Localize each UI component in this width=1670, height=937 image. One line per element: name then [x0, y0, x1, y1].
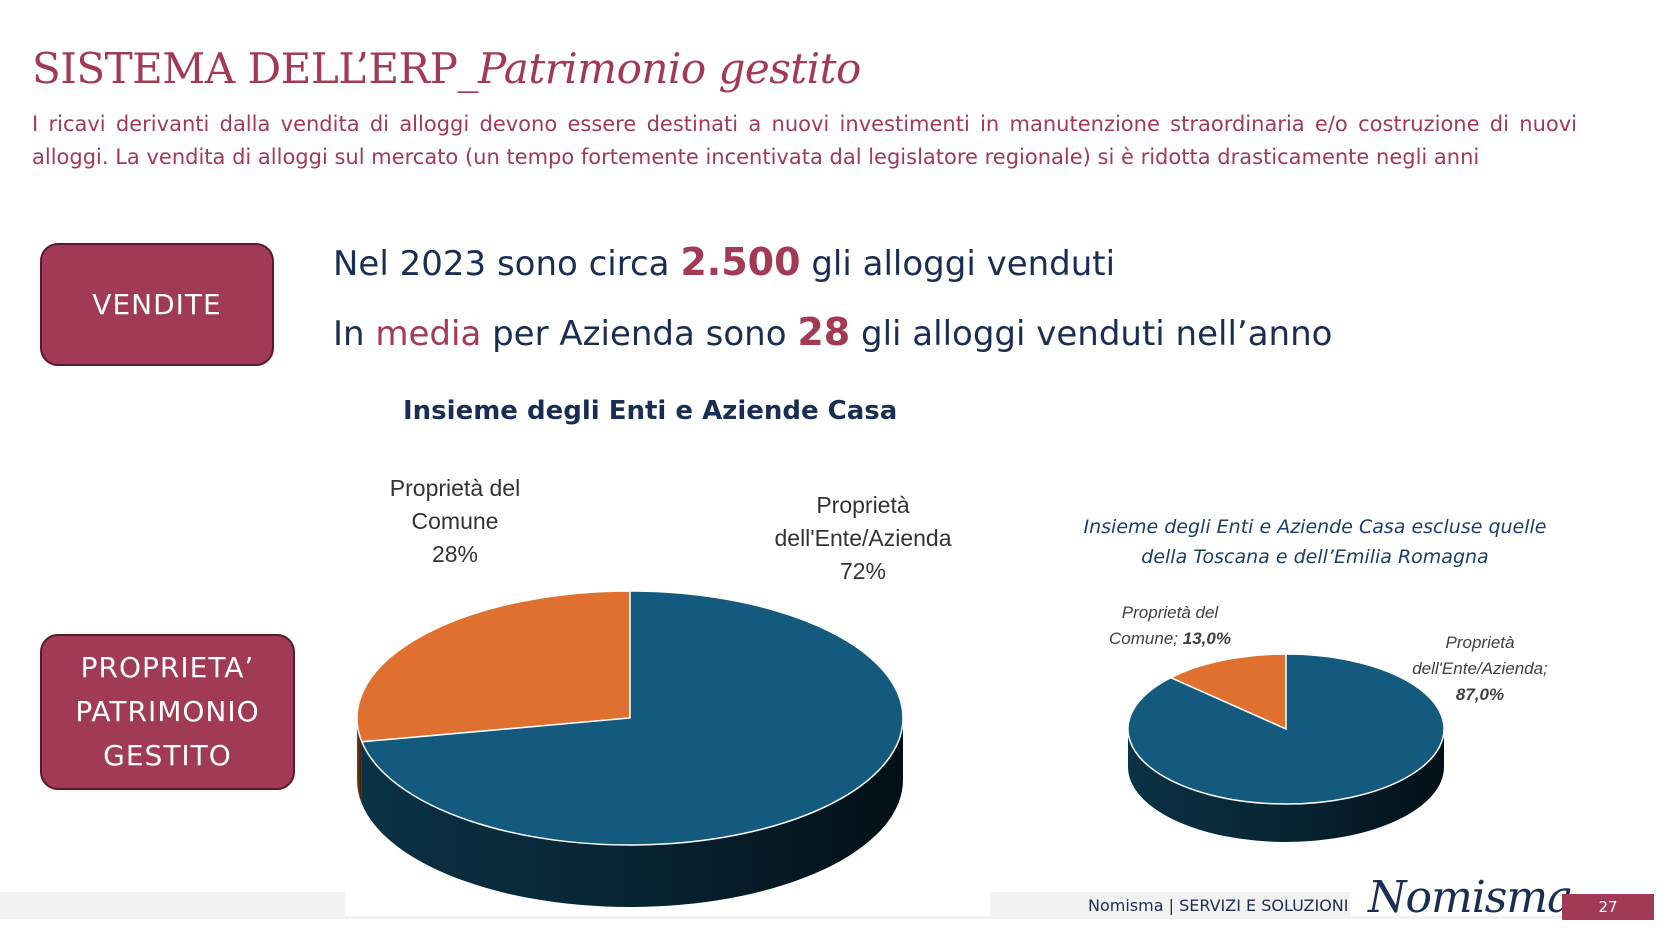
title-italic: Patrimonio gestito: [477, 44, 861, 93]
badge-vendite-label: VENDITE: [92, 287, 222, 321]
pie1-side-1-0: [361, 718, 903, 908]
pie2-slice-1: [1127, 653, 1445, 805]
stat1-value: 2.500: [680, 240, 801, 284]
pie1-value-ente: 72%: [839, 558, 887, 584]
stat2-accent: media: [375, 314, 482, 354]
chart2-title-line2: della Toscana e dell’Emilia Romagna: [1141, 546, 1489, 568]
pie-chart-filtered: [1127, 653, 1445, 842]
stat2-value: 28: [797, 310, 851, 354]
stat1-post: gli alloggi venduti: [800, 244, 1116, 284]
footer-divider: [0, 916, 1650, 919]
nomisma-logo: Nomisma: [1368, 872, 1573, 923]
chart1-title: Insieme degli Enti e Aziende Casa: [403, 396, 898, 426]
pie2-value-ente: 87,0%: [1455, 685, 1505, 704]
pie2-label-comune: Proprietà del Comune; 13,0%: [1090, 600, 1250, 652]
pie2-side-1-0: [1128, 729, 1444, 842]
footer-bar-left: [0, 892, 345, 916]
pie2-label-comune-line2: Comune;: [1109, 629, 1179, 648]
stat-sales-2023: Nel 2023 sono circa 2.500 gli alloggi ve…: [333, 240, 1115, 284]
pie2-slice-0: [1169, 653, 1287, 731]
stat1-pre: Nel 2023 sono circa: [333, 244, 681, 284]
pie1-value-comune: 28%: [431, 541, 479, 567]
pie1-label-ente-line1: Proprietà: [816, 492, 910, 518]
pie-chart-main: [356, 590, 904, 908]
title-main: SISTEMA DELL’ERP_: [32, 44, 478, 93]
pie2-label-comune-line1: Proprietà del: [1121, 603, 1219, 622]
pie2-label-ente-line1: Proprietà: [1445, 633, 1515, 652]
stat2-post: gli alloggi venduti nell’anno: [850, 314, 1333, 354]
footer-text: Nomisma | SERVIZI E SOLUZIONI: [1088, 896, 1349, 915]
stat2-pre: In: [333, 314, 376, 354]
page-number: 27: [1562, 894, 1654, 920]
badge-vendite: VENDITE: [40, 243, 274, 366]
stat2-mid: per Azienda sono: [481, 314, 798, 354]
pie1-label-comune-line1: Proprietà del: [389, 475, 521, 501]
intro-text: I ricavi derivanti dalla vendita di allo…: [32, 112, 1577, 169]
chart2-title-line1: Insieme degli Enti e Aziende Casa esclus…: [1083, 516, 1547, 538]
pie1-slice-1: [360, 590, 904, 846]
pie1-slice-0: [356, 590, 631, 743]
chart2-title: Insieme degli Enti e Aziende Casa esclus…: [1030, 512, 1600, 572]
stat-avg-per-company: In media per Azienda sono 28 gli alloggi…: [333, 310, 1332, 354]
pie1-label-ente: Proprietà dell'Ente/Azienda 72%: [758, 489, 968, 588]
footer-bar-mid: [990, 892, 1350, 916]
pie1-label-comune-line2: Comune: [411, 508, 499, 534]
page-title: SISTEMA DELL’ERP_Patrimonio gestito: [32, 44, 861, 93]
pie2-value-comune: 13,0%: [1182, 629, 1231, 648]
pie1-label-comune: Proprietà del Comune 28%: [370, 472, 540, 571]
badge-proprieta-line1: PROPRIETA’: [80, 651, 255, 684]
pie2-label-ente: Proprietà dell'Ente/Azienda; 87,0%: [1395, 630, 1565, 708]
badge-proprieta-line2: PATRIMONIO: [75, 695, 260, 728]
badge-proprieta-line3: GESTITO: [103, 739, 232, 772]
pie1-label-ente-line2: dell'Ente/Azienda: [774, 525, 952, 551]
badge-proprieta: PROPRIETA’ PATRIMONIO GESTITO: [40, 634, 295, 790]
pie2-label-ente-line2: dell'Ente/Azienda;: [1412, 659, 1548, 678]
